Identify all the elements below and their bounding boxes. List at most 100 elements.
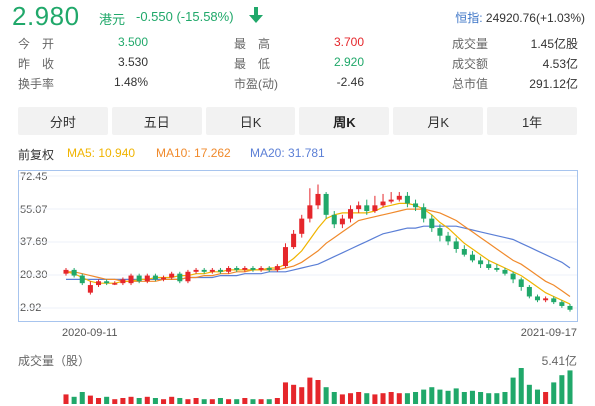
candle xyxy=(347,205,354,223)
volume-bar xyxy=(226,399,232,404)
y-tick-label: 72.45 xyxy=(20,171,48,183)
candle xyxy=(128,273,134,286)
candle xyxy=(372,195,378,213)
volume-bar xyxy=(120,398,126,404)
x-start-date: 2020-09-11 xyxy=(62,327,118,339)
volume-bar xyxy=(445,390,451,404)
volume-bar xyxy=(543,392,549,404)
volume-plot xyxy=(63,368,573,404)
candle xyxy=(380,193,386,208)
candle xyxy=(63,267,69,276)
candle xyxy=(413,199,419,212)
volume-bar xyxy=(372,394,378,404)
candle xyxy=(266,266,272,272)
candle xyxy=(112,281,118,286)
stat-label: 今 开 xyxy=(18,37,55,51)
volume-bar xyxy=(87,395,93,404)
candle xyxy=(429,214,435,232)
tab-weekly-k[interactable]: 周K xyxy=(299,107,390,135)
volume-bar xyxy=(315,380,321,404)
candle xyxy=(510,271,516,284)
candle xyxy=(87,281,93,295)
candle xyxy=(79,273,85,286)
volume-bar xyxy=(486,393,492,404)
volume-bar xyxy=(274,398,280,404)
candle xyxy=(136,273,142,284)
candle xyxy=(526,285,532,299)
candle xyxy=(144,273,150,284)
candle xyxy=(567,304,573,312)
volume-bar xyxy=(193,398,199,404)
index-quote[interactable]: 恒指: 24920.76(+1.03%) xyxy=(455,9,585,26)
candle xyxy=(364,199,370,215)
stat-label: 换手率 xyxy=(18,77,55,91)
candle xyxy=(299,214,305,238)
volume-bar xyxy=(494,393,500,404)
volume-bar xyxy=(266,399,272,404)
volume-bar xyxy=(185,399,191,404)
candle xyxy=(494,264,500,272)
down-arrow-icon xyxy=(249,7,263,28)
volume-bar xyxy=(396,393,402,404)
candle xyxy=(177,271,183,284)
volume-bar xyxy=(364,393,370,404)
candle xyxy=(421,203,427,223)
candle xyxy=(209,267,215,274)
candle xyxy=(543,296,549,303)
candle xyxy=(104,279,110,286)
volume-bar xyxy=(380,393,386,404)
candle xyxy=(339,214,345,229)
index-label: 恒指: xyxy=(455,11,483,25)
candle xyxy=(120,277,126,286)
index-value: 24920.76(+1.03%) xyxy=(485,11,585,25)
volume-bar xyxy=(63,394,69,404)
volume-bar xyxy=(136,398,142,404)
stat-value: 3.530 xyxy=(117,55,148,69)
stat-value: -2.46 xyxy=(336,75,364,89)
candle xyxy=(388,192,394,204)
kline-chart-frame[interactable] xyxy=(18,170,578,322)
volume-bar xyxy=(209,399,215,404)
stat-value: 3.700 xyxy=(333,35,364,49)
ma10-legend: MA10: 17.262 xyxy=(156,146,231,160)
volume-bar xyxy=(307,377,313,404)
stat-label: 最 高 xyxy=(234,37,271,51)
tab-five-day[interactable]: 五日 xyxy=(111,107,202,135)
tab-one-year[interactable]: 1年 xyxy=(487,107,577,135)
candle xyxy=(307,188,313,223)
volume-bar xyxy=(339,394,345,404)
volume-bar xyxy=(429,387,435,404)
stat-value: 1.48% xyxy=(113,75,148,89)
candle xyxy=(445,231,451,246)
tab-monthly-k[interactable]: 月K xyxy=(393,107,484,135)
candle xyxy=(315,184,321,210)
currency-label: 港元 xyxy=(99,12,126,27)
volume-bar xyxy=(299,387,305,404)
stat-label: 市盈(动) xyxy=(234,77,278,91)
volume-bar xyxy=(128,396,134,404)
candle xyxy=(217,267,223,274)
volume-bar xyxy=(518,368,524,404)
stat-label: 最 低 xyxy=(234,57,271,71)
volume-bar xyxy=(421,389,427,404)
candle xyxy=(356,201,362,213)
candle xyxy=(274,264,280,272)
volume-bar xyxy=(510,377,516,404)
stat-value: 1.45亿股 xyxy=(530,37,578,51)
volume-bar xyxy=(291,384,297,404)
volume-bar xyxy=(404,393,410,404)
kline-plot xyxy=(19,175,577,312)
volume-bar xyxy=(413,392,419,404)
volume-bar xyxy=(177,398,183,404)
ma5-legend: MA5: 10.940 xyxy=(67,146,136,160)
candle xyxy=(291,230,297,249)
tab-daily-k[interactable]: 日K xyxy=(205,107,296,135)
candle xyxy=(502,267,508,276)
adjust-mode[interactable]: 前复权 xyxy=(18,148,55,162)
volume-bar xyxy=(242,398,248,404)
ma20-legend: MA20: 31.781 xyxy=(250,146,325,160)
stat-value: 291.12亿 xyxy=(529,77,578,91)
candle xyxy=(437,224,443,242)
volume-bar xyxy=(502,392,508,404)
tab-intraday[interactable]: 分时 xyxy=(18,107,108,135)
